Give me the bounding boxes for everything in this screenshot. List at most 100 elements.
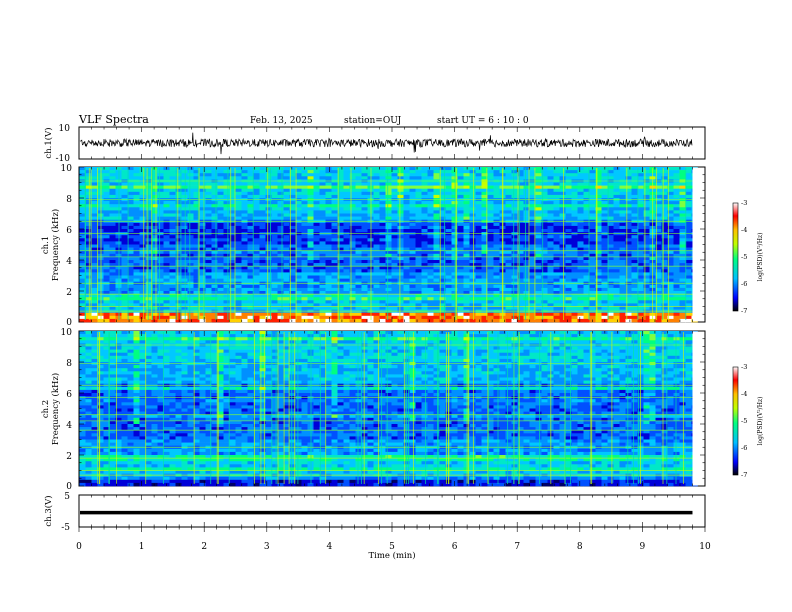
spectrogram-cell xyxy=(133,266,140,270)
spectrogram-cell xyxy=(91,297,98,301)
spectrogram-cell xyxy=(541,210,548,214)
spectrogram-cell xyxy=(457,185,464,189)
spectrogram-cell xyxy=(103,210,110,214)
spectrogram-cell xyxy=(307,235,314,239)
spectrogram-cell xyxy=(187,201,194,205)
spectrogram-cell xyxy=(553,315,560,320)
spectrogram-cell xyxy=(547,204,554,208)
spectrogram-cell xyxy=(343,213,350,217)
spectrogram-cell xyxy=(175,182,182,186)
spectrogram-cell xyxy=(169,170,176,174)
spectrogram-cell xyxy=(133,318,140,323)
spectrogram-cell xyxy=(607,303,614,307)
spectrogram-cell xyxy=(535,235,542,239)
spectrogram-cell xyxy=(349,294,356,298)
spectrogram-cell xyxy=(613,185,620,189)
spectrogram-cell xyxy=(121,222,128,227)
spectrogram-cell xyxy=(271,272,278,276)
spectrogram-cell xyxy=(175,210,182,214)
spectrogram-cell xyxy=(577,300,584,304)
spectrogram-cell xyxy=(415,315,422,320)
spectrogram-cell xyxy=(217,253,224,258)
spectrogram-cell xyxy=(631,182,638,186)
spectrogram-cell xyxy=(487,300,494,304)
spectrogram-cell xyxy=(415,176,422,180)
spectrogram-cell xyxy=(529,318,536,323)
spectrogram-cell xyxy=(319,287,326,292)
spectrogram-cell xyxy=(481,204,488,208)
spectrogram-cell xyxy=(211,278,218,282)
spectrogram-cell xyxy=(211,306,218,310)
spectrogram-cell xyxy=(331,204,338,208)
spectrogram-cell xyxy=(661,170,668,174)
spectrogram-cell xyxy=(391,176,398,180)
spectrogram-cell xyxy=(91,182,98,186)
spectrogram-cell xyxy=(595,300,602,304)
spectrogram-cell xyxy=(313,188,320,193)
spectrogram-cell xyxy=(385,291,392,295)
spectrogram-cell xyxy=(421,269,428,273)
spectrogram-cell xyxy=(271,216,278,220)
spectrogram-cell xyxy=(391,303,398,307)
spectrogram-cell xyxy=(439,315,446,320)
spectrogram-cell xyxy=(607,238,614,242)
spectrogram-cell xyxy=(223,278,230,282)
spectrogram-cell xyxy=(385,275,392,279)
spectrogram-cell xyxy=(217,213,224,217)
spectrogram-cell xyxy=(535,287,542,292)
spectrogram-cell xyxy=(457,235,464,239)
spectrogram-cell xyxy=(523,235,530,239)
spectrogram-cell xyxy=(301,201,308,205)
spectrogram-cell xyxy=(295,167,302,171)
spectrogram-cell xyxy=(319,167,326,171)
spectrogram-cell xyxy=(559,225,566,230)
spectrogram-cell xyxy=(193,269,200,273)
spectrogram-cell xyxy=(427,222,434,227)
spectrogram-cell xyxy=(241,191,248,196)
spectrogram-cell xyxy=(613,229,620,233)
spectrogram-cell xyxy=(529,256,536,261)
spectrogram-cell xyxy=(103,284,110,289)
spectrogram-cell xyxy=(109,263,116,267)
spectrogram-cell xyxy=(475,238,482,242)
spectrogram-cell xyxy=(295,176,302,180)
spectrogram-cell xyxy=(493,191,500,196)
spectrogram-cell xyxy=(325,201,332,205)
spectrogram-cell xyxy=(121,253,128,258)
spectrogram-cell xyxy=(421,300,428,304)
spectrogram-cell xyxy=(289,260,296,264)
spectrogram-cell xyxy=(391,191,398,196)
spectrogram-cell xyxy=(673,182,680,186)
spectrogram-cell xyxy=(457,312,464,317)
spectrogram-cell xyxy=(265,272,272,276)
spectrogram-cell xyxy=(403,201,410,205)
spectrogram-cell xyxy=(613,216,620,220)
spectrogram-cell xyxy=(631,185,638,189)
spectrogram-cell xyxy=(235,170,242,174)
spectrogram-cell xyxy=(133,315,140,320)
spectrogram-cell xyxy=(235,263,242,267)
spectrogram-cell xyxy=(331,272,338,276)
spectrogram-cell xyxy=(193,244,200,248)
spectrogram-cell xyxy=(427,269,434,273)
spectrogram-cell xyxy=(169,287,176,292)
spectrogram-cell xyxy=(469,291,476,295)
spectrogram-cell xyxy=(637,303,644,307)
spectrogram-cell xyxy=(103,278,110,282)
spectrogram-cell xyxy=(181,284,188,289)
spectrogram-cell xyxy=(553,306,560,310)
spectrogram-cell xyxy=(481,272,488,276)
spectrogram-cell xyxy=(481,278,488,282)
spectrogram-cell xyxy=(223,250,230,255)
spectrogram-cell xyxy=(541,256,548,261)
spectrogram-cell xyxy=(589,241,596,245)
spectrogram-cell xyxy=(79,260,86,264)
spectrogram-cell xyxy=(463,229,470,233)
spectrogram-cell xyxy=(481,297,488,301)
spectrogram-cell xyxy=(373,191,380,196)
spectrogram-cell xyxy=(217,318,224,323)
spectrogram-cell xyxy=(535,191,542,196)
spectrogram-cell xyxy=(445,294,452,298)
spectrogram-cell xyxy=(607,229,614,233)
spectrogram-cell xyxy=(217,222,224,227)
